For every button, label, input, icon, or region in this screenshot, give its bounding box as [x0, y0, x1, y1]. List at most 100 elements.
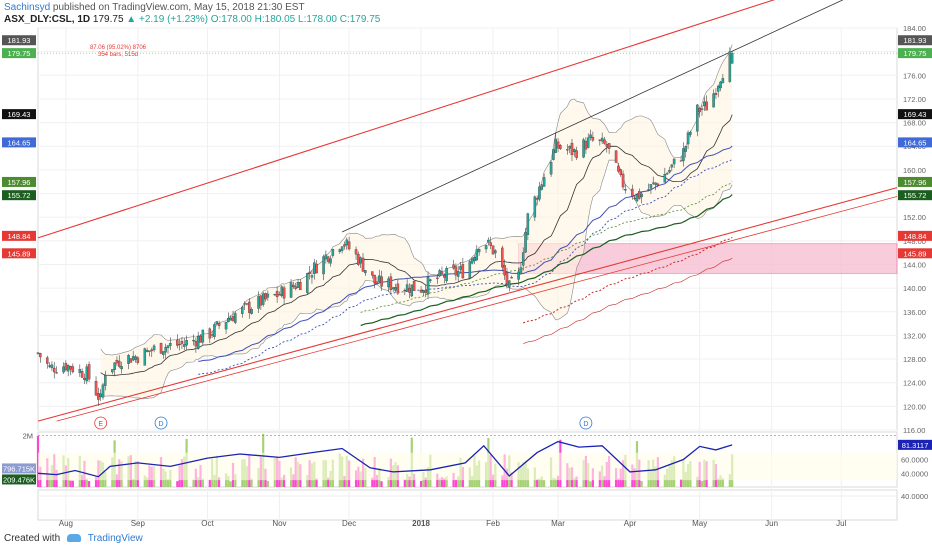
price-box-label: 181.93	[904, 36, 927, 45]
candle-body	[484, 245, 488, 250]
last-price: 179.75	[92, 14, 124, 25]
candle-body	[624, 189, 627, 191]
ema-line	[198, 158, 733, 375]
candle-body	[215, 321, 219, 325]
candle-body	[136, 357, 140, 363]
volume-bar	[679, 479, 683, 487]
volume-bar	[69, 480, 72, 487]
candle-body	[538, 186, 541, 200]
candle-body	[71, 366, 75, 373]
volume-bar	[146, 477, 149, 487]
candle-body	[347, 241, 351, 250]
price-tick-label: 176.00	[903, 71, 926, 80]
volume-bar	[617, 478, 620, 487]
price-box-right	[898, 137, 932, 148]
price-box-label: 179.75	[8, 49, 31, 58]
volume-bar	[538, 478, 541, 487]
candle-body	[689, 131, 692, 135]
candle-body	[605, 143, 609, 147]
candle-body	[649, 184, 653, 189]
candle-body	[510, 277, 513, 279]
close-value: C:179.75	[339, 14, 381, 25]
volume-bar	[419, 480, 423, 487]
candle-body	[419, 289, 423, 293]
price-tick-label: 144.00	[903, 260, 926, 269]
symbol-label[interactable]: ASX_DLY:CSL, 1D	[4, 14, 91, 25]
tradingview-logo-icon	[66, 534, 81, 543]
candle-body	[248, 301, 251, 313]
price-box-label: 179.75	[904, 49, 927, 58]
measure-label-2: 354 bars, 515d	[98, 52, 138, 58]
candle-body	[445, 268, 448, 282]
volume-bar	[213, 474, 216, 487]
candle-body	[378, 275, 381, 282]
volume-bar	[640, 481, 643, 487]
candle-body	[373, 274, 376, 284]
sma-150-line	[523, 236, 733, 324]
event-marker	[94, 416, 108, 430]
candle-body	[396, 283, 400, 294]
candle-body	[250, 309, 253, 314]
candle-body	[700, 108, 704, 110]
author-name[interactable]: Sachinsyd	[4, 2, 51, 13]
candle-body	[633, 197, 636, 199]
candle-body	[668, 170, 671, 173]
candle-body	[573, 149, 576, 152]
candle-body	[359, 257, 362, 264]
candle-body	[338, 249, 342, 252]
volume-bar	[491, 474, 495, 487]
volume-bar	[457, 476, 460, 487]
volume-bar	[406, 474, 409, 487]
candle-body	[194, 340, 198, 347]
price-tick-label: 128.00	[903, 355, 926, 364]
candle-body	[331, 249, 335, 256]
month-label: Aug	[59, 519, 73, 528]
volume-bar	[143, 475, 146, 487]
candle-body	[340, 246, 344, 251]
candle-body	[69, 366, 72, 370]
open-value: O:178.00	[210, 14, 252, 25]
volume-bar	[696, 476, 699, 487]
month-label: Mar	[551, 519, 565, 528]
price-box-label: 157.96	[8, 178, 31, 187]
candle-body	[477, 248, 481, 253]
candle-body	[505, 272, 509, 284]
candle-body	[78, 369, 82, 373]
candle-body	[696, 104, 699, 132]
candle-body	[654, 182, 657, 185]
volume-bar	[536, 479, 539, 487]
month-label: Sep	[131, 519, 146, 528]
volume-bar	[315, 478, 318, 487]
price-box-label: 164.65	[904, 138, 927, 147]
volume-bar	[589, 481, 592, 487]
candle-body	[554, 138, 557, 153]
lower-tick-label: 40.0000	[901, 469, 928, 478]
candle-body	[234, 313, 237, 323]
price-tick-label: 160.00	[903, 166, 926, 175]
candle-body	[148, 350, 151, 352]
month-label: Dec	[342, 519, 356, 528]
sma-100-line	[360, 194, 733, 327]
candle-body	[120, 366, 123, 370]
tradingview-brand[interactable]: TradingView	[87, 533, 143, 544]
candle-body	[329, 258, 332, 264]
candle-body	[535, 198, 539, 200]
candle-body	[80, 371, 84, 378]
volume-bar	[71, 480, 74, 487]
candle-body	[306, 273, 309, 293]
candle-body	[201, 329, 205, 343]
candle-body	[443, 275, 446, 278]
candle-body	[364, 270, 367, 274]
volume-bar	[603, 476, 606, 487]
symbol-line: ASX_DLY:CSL, 1D 179.75 ▲ +2.19 (+1.23%) …	[4, 14, 380, 25]
price-box-right	[898, 109, 932, 120]
price-box-right	[898, 35, 932, 46]
candle-body	[245, 303, 249, 305]
sma-100-offset-line	[360, 181, 733, 313]
price-box-left	[2, 190, 36, 201]
price-box-label: 157.96	[904, 178, 927, 187]
volume-bar	[87, 481, 91, 487]
candle-body	[292, 284, 295, 287]
candle-body	[87, 364, 91, 380]
